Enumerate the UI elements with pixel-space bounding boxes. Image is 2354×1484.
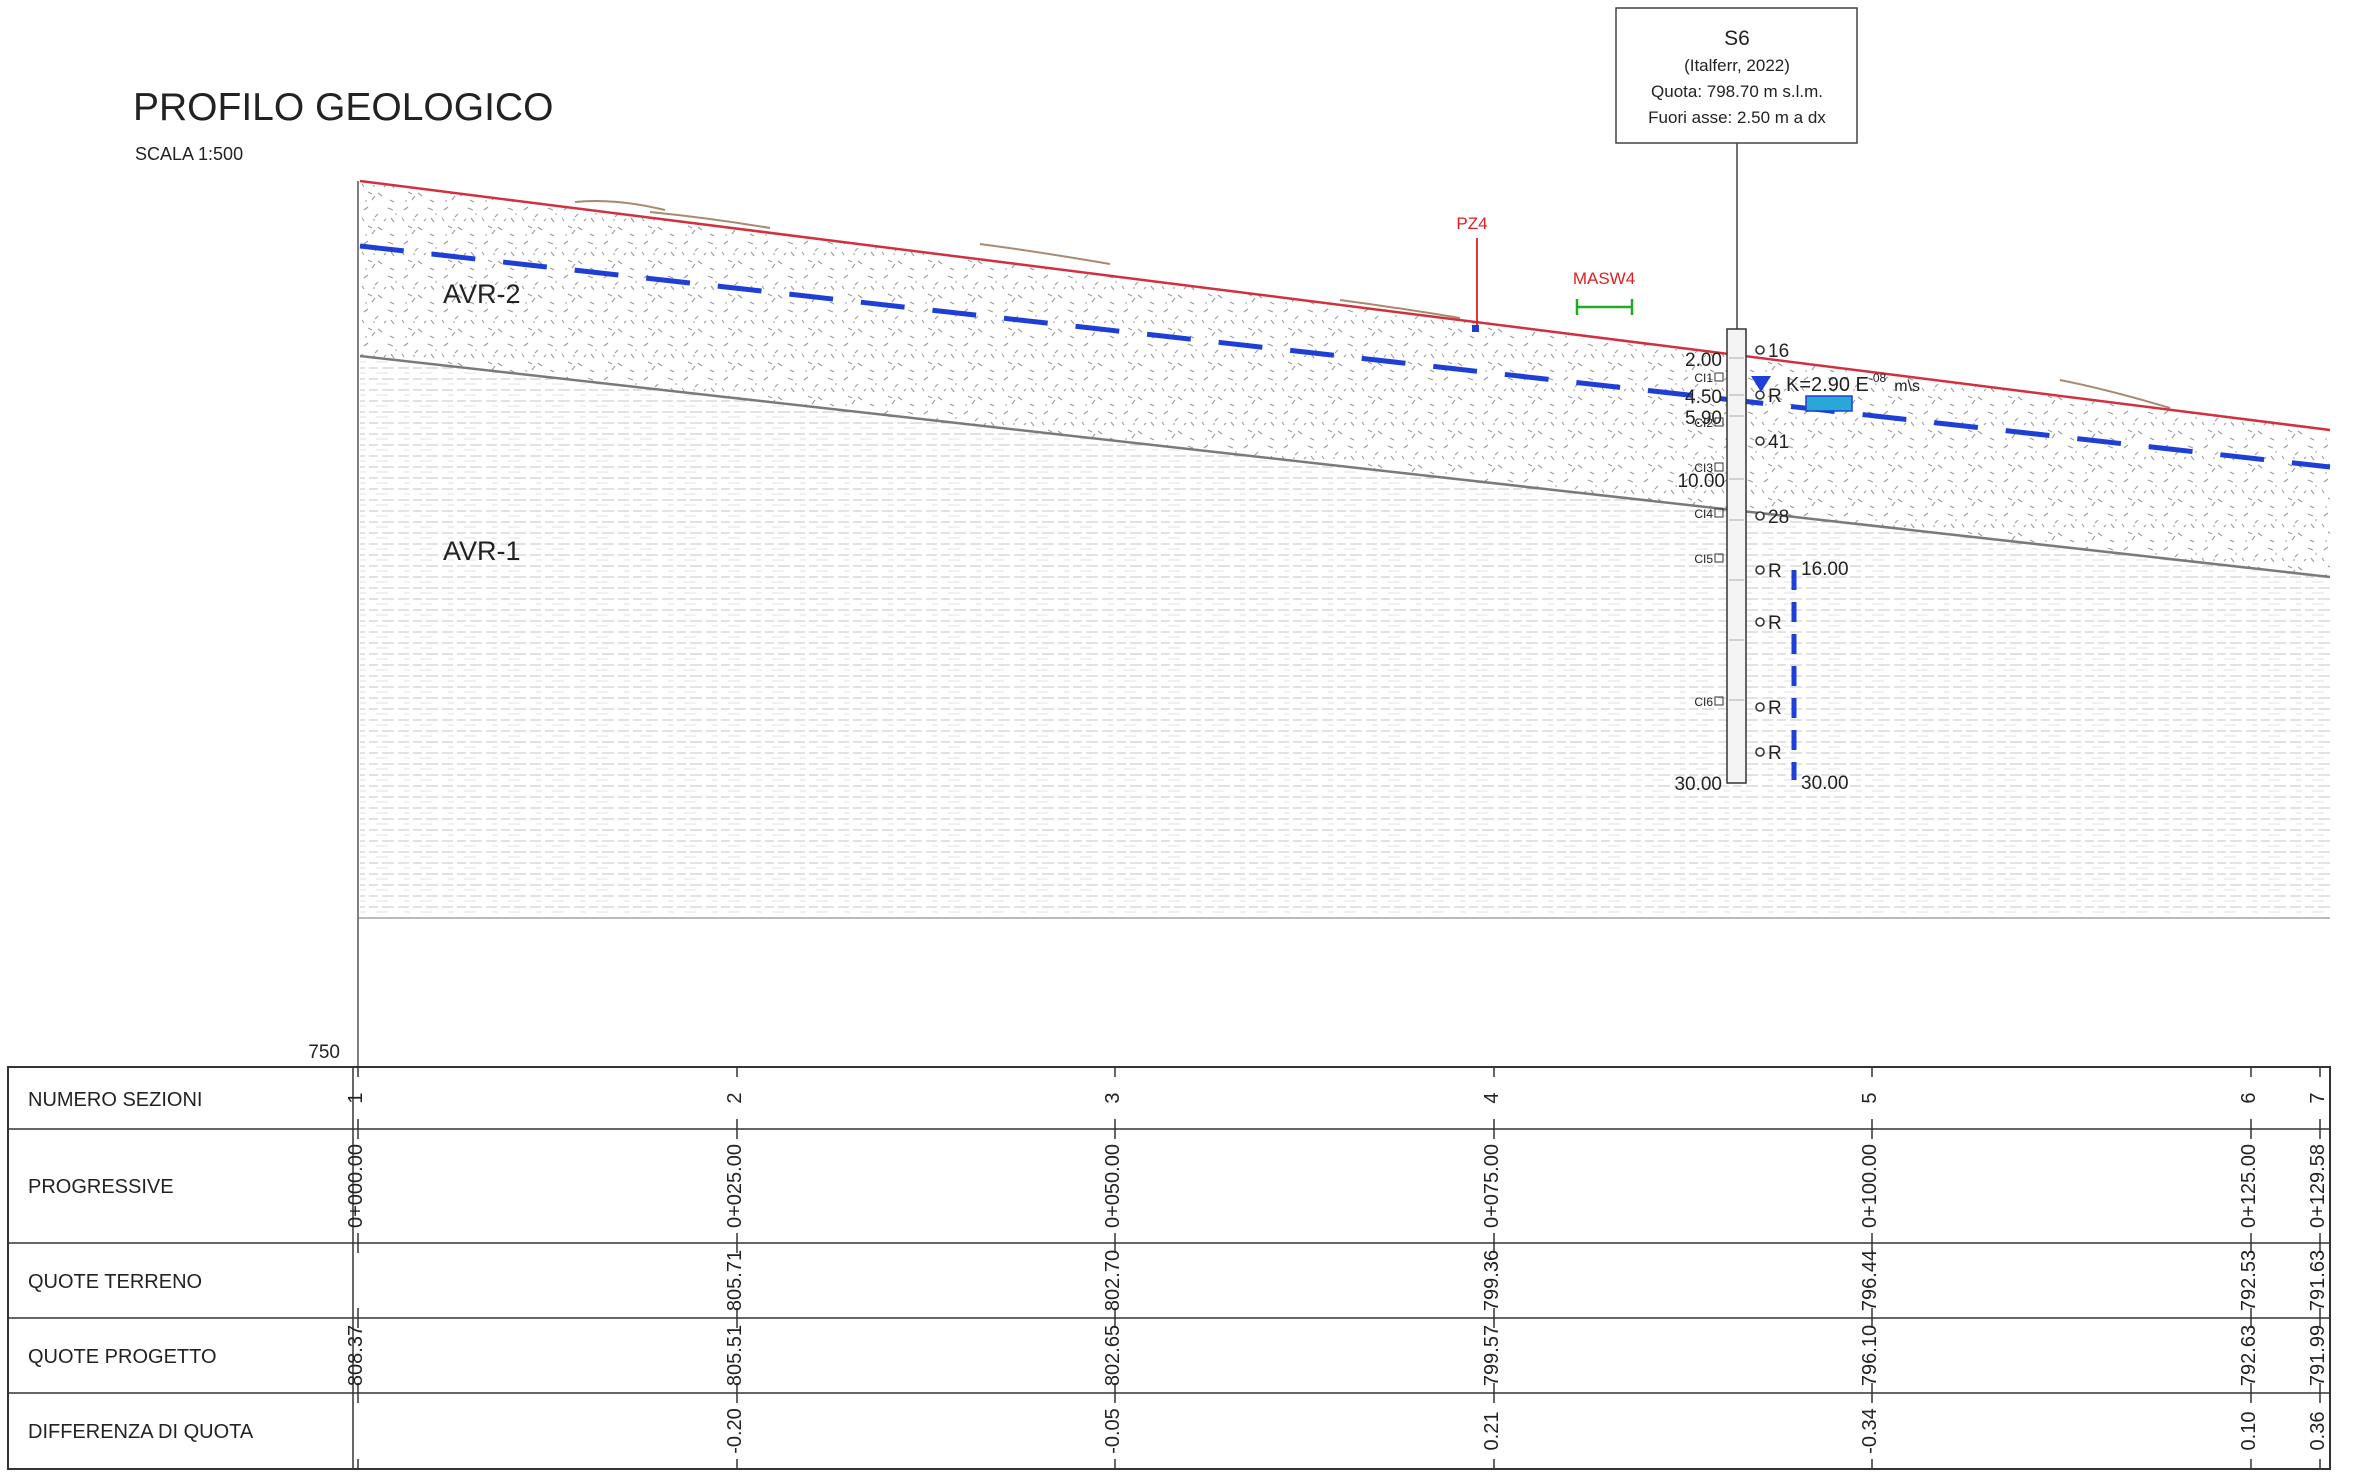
ground-surface-line <box>359 179 2331 432</box>
table-cell-value: 799.36 <box>1481 1250 1503 1311</box>
spt-value: 28 <box>1768 507 1789 528</box>
geologic-contact-line <box>359 354 2331 579</box>
permeability-unit: m\s <box>1894 378 1920 395</box>
table-row-label: NUMERO SEZIONI <box>28 1089 202 1111</box>
sample-markers <box>1714 372 1724 706</box>
spt-value: R <box>1768 613 1782 634</box>
spt-value: 41 <box>1768 432 1789 453</box>
unit-label-avr1: AVR-1 <box>443 536 521 566</box>
sample-label: CI3 <box>1694 461 1713 475</box>
masw4-label: MASW4 <box>1573 269 1635 288</box>
table-cell-value: 802.70 <box>1102 1250 1124 1311</box>
unit-avr1-fill <box>360 356 2330 918</box>
depth-label: 4.50 <box>1685 387 1722 408</box>
table-row-label: QUOTE TERRENO <box>28 1271 202 1293</box>
profile-data-table <box>7 1066 2331 1470</box>
sample-label: CI1 <box>1694 371 1713 385</box>
piezometer-top-depth: 16.00 <box>1801 559 1849 580</box>
spt-value: R <box>1768 561 1782 582</box>
table-cell-value: 5 <box>1859 1092 1881 1103</box>
spt-value: R <box>1768 386 1782 407</box>
table-cell-value: 1 <box>345 1092 367 1103</box>
table-cell-value: 792.63 <box>2238 1325 2260 1386</box>
table-cell-value: 7 <box>2307 1092 2329 1103</box>
borehole-column-hatch <box>1729 357 1744 701</box>
table-cell-value: -0.05 <box>1102 1408 1124 1454</box>
table-row-label: QUOTE PROGETTO <box>28 1346 217 1368</box>
table-cell-value: 6 <box>2238 1092 2260 1103</box>
spt-value: R <box>1768 698 1782 719</box>
table-cell-value: 805.51 <box>724 1325 746 1386</box>
masw4-segment <box>1575 299 1634 315</box>
table-values: 1 2 3 4 5 6 7 0+000.00 0+025.00 0+050.00 0+075.00 0… <box>345 1067 2329 1469</box>
surface-vegetation-marks <box>574 200 2171 409</box>
unit-label-avr2: AVR-2 <box>443 279 521 309</box>
table-cell-value: 0.36 <box>2307 1412 2329 1451</box>
borehole-quota: Quota: 798.70 m s.l.m. <box>1651 82 1823 101</box>
table-cell-value: 0.21 <box>1481 1412 1503 1451</box>
table-cell-value: 805.71 <box>724 1250 746 1311</box>
table-cell-value: 0+050.00 <box>1102 1144 1124 1228</box>
borehole-source: (Italferr, 2022) <box>1684 56 1790 75</box>
borehole-column <box>1726 328 1747 784</box>
table-cell-value: 792.53 <box>2238 1250 2260 1311</box>
spt-value: 16 <box>1768 341 1789 362</box>
table-cell-value: 799.57 <box>1481 1325 1503 1386</box>
pz4-label: PZ4 <box>1456 214 1487 233</box>
sample-label: CI2 <box>1694 416 1713 430</box>
table-row-label: PROGRESSIVE <box>28 1176 174 1198</box>
permeability-test-interval <box>1805 395 1853 412</box>
table-cell-value: -0.34 <box>1859 1408 1881 1454</box>
table-cell-value: 808.37 <box>345 1325 367 1386</box>
table-cell-value: 3 <box>1102 1092 1124 1103</box>
table-cell-value: 0+075.00 <box>1481 1144 1503 1228</box>
table-cell-value: 0+100.00 <box>1859 1144 1881 1228</box>
table-cell-value: -0.20 <box>724 1408 746 1454</box>
piezometer-bottom-depth: 30.00 <box>1801 773 1849 794</box>
scale-label: SCALA 1:500 <box>135 144 243 164</box>
spt-dots <box>1755 345 1765 757</box>
table-cell-value: 796.44 <box>1859 1250 1881 1311</box>
datum-elevation: 750 <box>308 1042 340 1063</box>
table-cell-value: 796.10 <box>1859 1325 1881 1386</box>
page-title: PROFILO GEOLOGICO <box>133 86 553 129</box>
table-cell-value: 0+125.00 <box>2238 1144 2260 1228</box>
table-cell-value: 2 <box>724 1092 746 1103</box>
depth-label: 30.00 <box>1674 774 1722 795</box>
table-cell-value: 0+129.58 <box>2307 1144 2329 1228</box>
borehole-info-box: S6 (Italferr, 2022) Quota: 798.70 m s.l.… <box>1615 7 1858 144</box>
depth-label: 5.90 <box>1685 408 1722 429</box>
table-cell-value: 802.65 <box>1102 1325 1124 1386</box>
sample-label: CI5 <box>1694 552 1713 566</box>
unit-avr2-fill <box>360 181 2330 577</box>
table-cell-value: 4 <box>1481 1092 1503 1103</box>
table-row-label: DIFFERENZA DI QUOTA <box>28 1421 254 1443</box>
permeability-exponent: -08 <box>1869 371 1887 385</box>
depth-label: 10.00 <box>1677 471 1725 492</box>
permeability-value: K=2.90 E-08 m\s <box>1786 371 1920 396</box>
sample-label: CI6 <box>1694 695 1713 709</box>
pz4-point <box>1472 325 1479 332</box>
table-cell-value: 0+000.00 <box>345 1144 367 1228</box>
depth-label: 2.00 <box>1685 350 1722 371</box>
water-level-triangle-icon <box>1751 376 1771 392</box>
borehole-offset: Fuori asse: 2.50 m a dx <box>1648 108 1826 127</box>
groundwater-table-line <box>359 243 2331 470</box>
spt-value: R <box>1768 743 1782 764</box>
sample-label: CI4 <box>1694 507 1713 521</box>
permeability-base: K=2.90 E <box>1786 374 1869 396</box>
table-cell-value: 0.10 <box>2238 1412 2260 1451</box>
table-cell-value: 791.99 <box>2307 1325 2329 1386</box>
table-cell-value: 0+025.00 <box>724 1144 746 1228</box>
table-cell-value: 791.63 <box>2307 1250 2329 1311</box>
borehole-name: S6 <box>1724 27 1750 50</box>
